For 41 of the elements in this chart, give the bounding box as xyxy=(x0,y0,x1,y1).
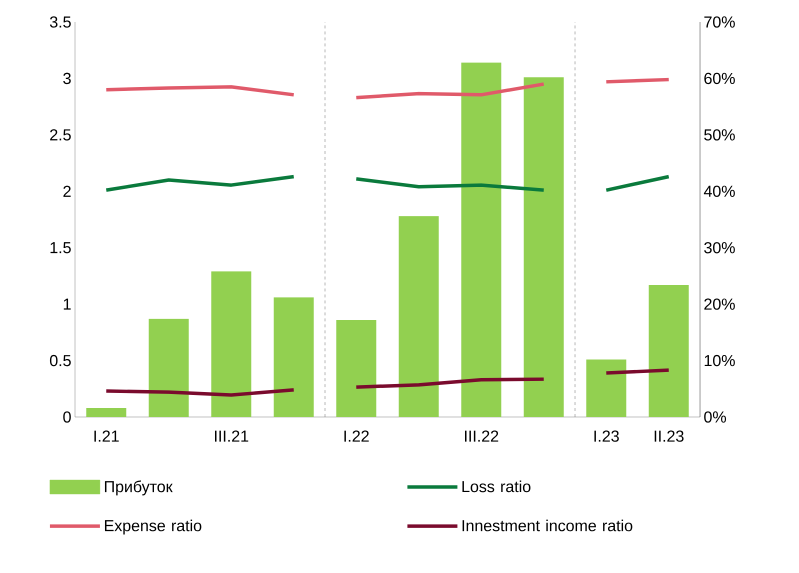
legend-label: Expense ratio xyxy=(104,520,202,534)
x-tick-label: III.21 xyxy=(215,430,248,442)
legend-label: Loss ratio xyxy=(462,480,530,492)
line-series xyxy=(104,85,296,97)
y2-tick-label: 50% xyxy=(704,129,735,140)
line-series xyxy=(354,177,546,192)
bar xyxy=(86,408,126,417)
legend-label: Innestment income ratio xyxy=(462,520,632,532)
x-tick-label: I.23 xyxy=(594,430,619,442)
bar xyxy=(211,271,252,417)
bar xyxy=(336,320,376,417)
y-tick-label: 0.5 xyxy=(50,354,71,366)
y-tick-label: 3.5 xyxy=(50,16,71,28)
line-series xyxy=(354,82,546,100)
bar xyxy=(148,318,189,417)
y2-tick-label: 0% xyxy=(704,411,726,423)
y-tick-label: 1 xyxy=(64,298,71,310)
y-tick-label: 1.5 xyxy=(50,242,71,254)
bar xyxy=(648,284,689,417)
bar xyxy=(524,77,564,417)
bar xyxy=(461,62,502,417)
y2-tick-label: 20% xyxy=(704,298,735,310)
x-tick-label: II.23 xyxy=(654,430,684,442)
y2-tick-label: 10% xyxy=(704,354,735,366)
y2-tick-label: 30% xyxy=(704,242,735,254)
x-tick-label: I.21 xyxy=(94,430,119,442)
bar xyxy=(398,216,439,417)
x-tick-label: III.22 xyxy=(465,430,498,442)
bar xyxy=(274,297,314,417)
legend-label: Прибуток xyxy=(104,480,173,496)
y-tick-label: 2.5 xyxy=(50,129,71,140)
line-series xyxy=(354,377,546,389)
y2-tick-label: 60% xyxy=(704,72,735,84)
bar xyxy=(586,359,626,417)
y-tick-label: 0 xyxy=(63,411,71,423)
y2-tick-label: 40% xyxy=(704,186,735,197)
y-tick-label: 2 xyxy=(63,186,71,197)
y-tick-label: 3 xyxy=(63,72,71,84)
line-series xyxy=(104,174,296,192)
y2-tick-label: 70% xyxy=(704,16,735,28)
x-tick-label: I.22 xyxy=(344,430,369,442)
